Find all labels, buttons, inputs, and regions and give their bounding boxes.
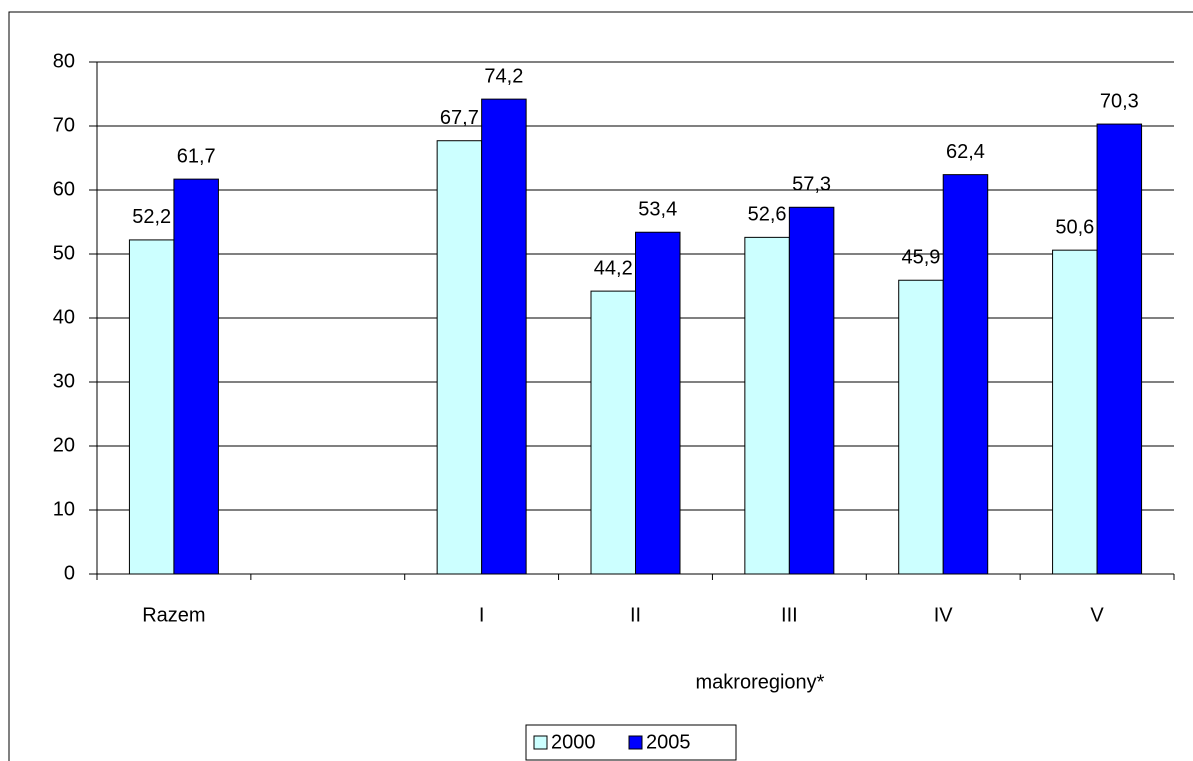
bar	[173, 178, 219, 575]
value-label: 74,2	[484, 65, 523, 87]
chart-frame	[8, 11, 1193, 761]
value-label: 44,2	[594, 257, 633, 279]
x-tick-label: I	[479, 604, 485, 626]
x-tick-label: Razem	[142, 604, 205, 626]
value-label: 70,3	[1100, 90, 1139, 112]
x-axis-title: makroregiony*	[696, 671, 825, 693]
value-label: 67,7	[440, 107, 479, 129]
bar	[788, 206, 835, 575]
bar	[436, 140, 483, 575]
y-tick-label: 80	[53, 50, 75, 72]
y-tick-label: 0	[64, 562, 75, 584]
y-tick-label: 30	[53, 370, 75, 392]
bar	[481, 98, 527, 575]
x-tick-label: II	[630, 604, 641, 626]
y-tick-label: 10	[53, 498, 75, 520]
value-label: 50,6	[1055, 216, 1094, 238]
legend-swatch	[628, 735, 643, 750]
x-tick-label: IV	[934, 604, 954, 626]
y-tick-label: 70	[53, 114, 75, 136]
bar	[942, 174, 989, 575]
y-tick-label: 40	[53, 306, 75, 328]
legend-label: 2000	[551, 731, 596, 753]
bar	[898, 279, 944, 575]
y-tick-label: 20	[53, 434, 75, 456]
bar	[635, 231, 681, 575]
bar	[590, 290, 636, 575]
x-tick-label: V	[1090, 604, 1104, 626]
bar	[1096, 123, 1143, 575]
bar	[1052, 249, 1098, 575]
value-label: 52,6	[748, 204, 787, 226]
x-tick-label: III	[781, 604, 798, 626]
y-tick-label: 60	[53, 178, 75, 200]
value-label: 57,3	[792, 174, 831, 196]
value-label: 62,4	[946, 141, 985, 163]
y-tick-label: 50	[53, 242, 75, 264]
bar	[128, 239, 175, 575]
value-label: 53,4	[638, 199, 677, 221]
bar	[744, 236, 790, 575]
value-label: 52,2	[132, 206, 171, 228]
value-label: 61,7	[177, 145, 216, 167]
legend-swatch	[533, 735, 548, 750]
value-label: 45,9	[901, 247, 940, 269]
legend-label: 2005	[646, 731, 691, 753]
